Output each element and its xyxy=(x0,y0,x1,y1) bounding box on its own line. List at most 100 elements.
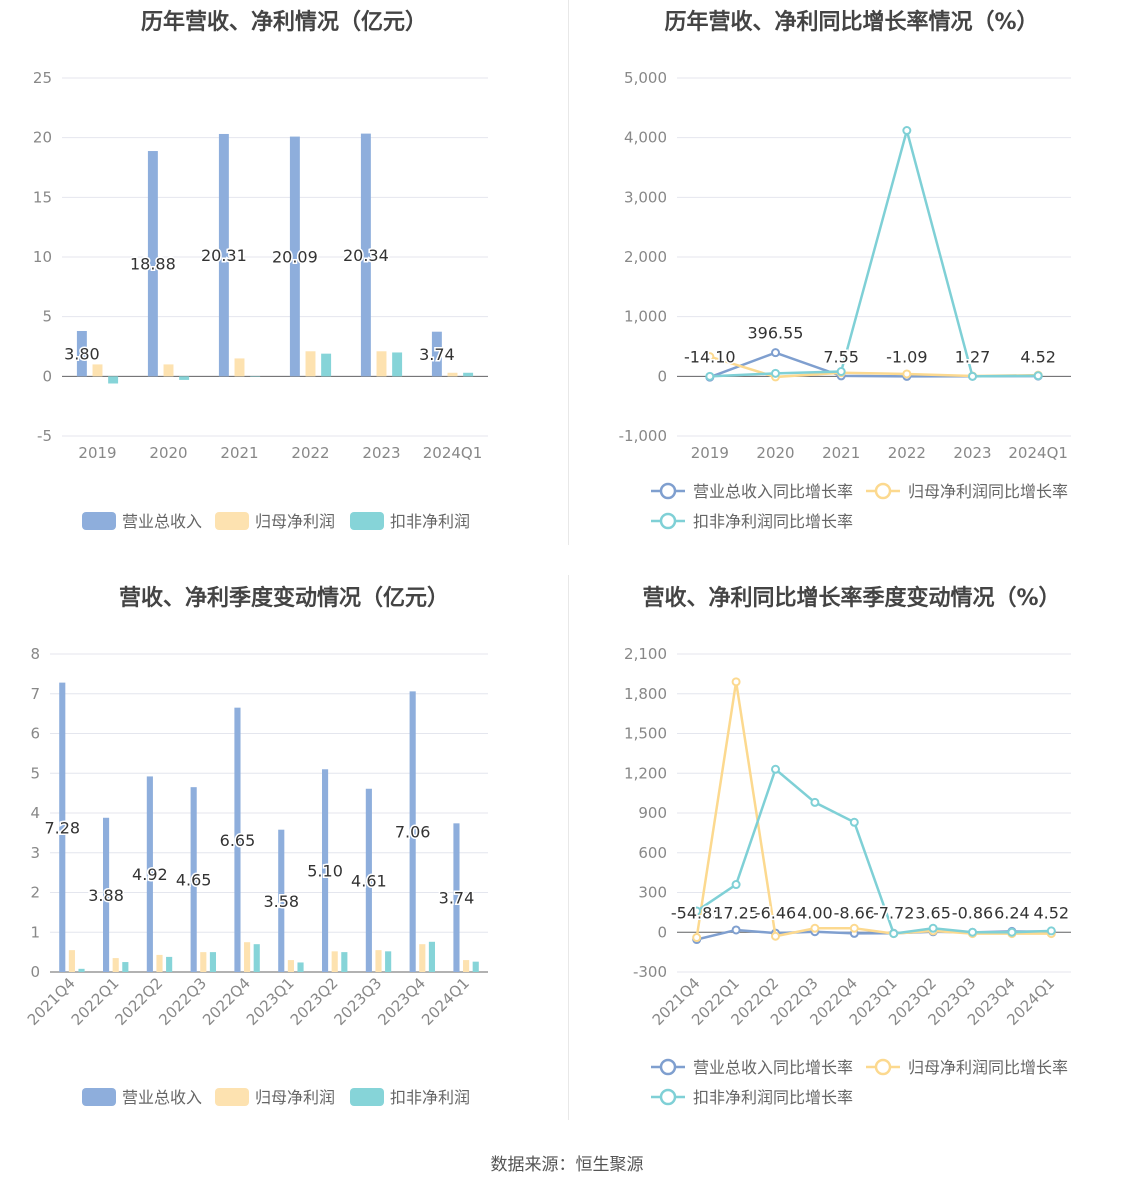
x-tick-label: 2023 xyxy=(362,444,400,462)
y-tick-label: 300 xyxy=(638,884,667,902)
legend-swatch-icon xyxy=(82,512,116,530)
series-point xyxy=(705,352,715,362)
bar-deducted xyxy=(463,372,474,377)
data-label: 6.65 xyxy=(220,831,256,850)
y-tick-label: 3 xyxy=(30,844,40,862)
x-tick-label: 2023Q3 xyxy=(331,974,386,1029)
data-label: 4.92 xyxy=(132,865,168,884)
bar-deducted xyxy=(108,376,119,384)
data-label: 396.55 xyxy=(748,324,804,343)
vertical-divider-top xyxy=(568,0,569,545)
data-label: 3.88 xyxy=(88,886,124,905)
bar-revenue xyxy=(190,787,197,972)
vertical-divider-bottom xyxy=(568,575,569,1120)
series-point xyxy=(902,126,912,136)
series-point xyxy=(902,369,912,379)
series-point xyxy=(849,923,859,933)
legend-label: 归母净利润 xyxy=(255,1088,335,1107)
bar-deducted xyxy=(472,961,479,972)
legend-label: 扣非净利润同比增长率 xyxy=(693,512,853,531)
y-tick-label: 2,100 xyxy=(624,645,667,663)
data-label: 20.34 xyxy=(343,246,389,265)
y-tick-label: -1,000 xyxy=(619,427,667,445)
series-point xyxy=(1033,371,1043,381)
y-tick-label: 1,200 xyxy=(624,764,667,782)
data-label: -54.85 xyxy=(671,903,723,922)
legend-label: 归母净利润同比增长率 xyxy=(908,1058,1068,1077)
bar-revenue xyxy=(76,330,87,377)
data-label: 4.52 xyxy=(1020,347,1056,366)
bar-net-profit xyxy=(163,364,174,377)
bar-revenue xyxy=(59,682,66,972)
y-tick-label: 5 xyxy=(30,764,40,782)
y-tick-label: 1,000 xyxy=(624,308,667,326)
y-tick-label: 25 xyxy=(33,69,52,87)
y-tick-label: 1 xyxy=(30,923,40,941)
data-label: 3.74 xyxy=(439,889,475,908)
x-tick-label: 2020 xyxy=(149,444,187,462)
legend-circle-icon xyxy=(874,482,892,500)
panel-quarterly-amount: 营收、净利季度变动情况（亿元） 8 7 6 5 4 3 2 1 0 2021Q4 2022Q1 202… xyxy=(0,576,568,1136)
y-tick-label: 2,000 xyxy=(624,248,667,266)
series-point xyxy=(771,368,780,378)
x-tick-label: 2019 xyxy=(78,444,116,462)
bar-revenue xyxy=(218,133,229,377)
data-label: -14.10 xyxy=(684,347,736,366)
series-line-net-profit xyxy=(695,681,1052,938)
y-tick-label: 5 xyxy=(42,308,52,326)
legend-label: 归母净利润同比增长率 xyxy=(908,482,1068,501)
bar-deducted xyxy=(78,968,85,972)
legend-label: 归母净利润 xyxy=(255,512,335,531)
y-tick-label: 4 xyxy=(30,804,40,822)
y-tick-label: 7 xyxy=(30,685,40,703)
y-tick-label: -300 xyxy=(633,963,667,981)
series-point xyxy=(849,817,859,827)
data-label: 1.27 xyxy=(955,347,991,366)
legend-swatch-icon xyxy=(215,1088,249,1106)
legend-label: 扣非净利润同比增长率 xyxy=(693,1088,853,1107)
bar-net-profit xyxy=(244,942,251,972)
y-tick-label: 10 xyxy=(33,248,52,266)
chart-title: 营收、净利季度变动情况（亿元） xyxy=(118,586,449,611)
data-label: 3.80 xyxy=(64,345,100,364)
y-tick-label: 0 xyxy=(42,367,52,385)
series-point xyxy=(705,371,715,381)
bar-revenue xyxy=(409,691,416,972)
bar-net-profit xyxy=(68,950,75,972)
legend-swatch-icon xyxy=(350,512,384,530)
legend-circle-icon xyxy=(659,1058,677,1076)
x-tick-label: 2024Q1 xyxy=(423,444,483,462)
series-line-deducted xyxy=(709,125,1039,378)
data-label: 4.52 xyxy=(1033,903,1069,922)
x-tick-label: 2021 xyxy=(220,444,258,462)
legend-label: 扣非净利润 xyxy=(390,1088,470,1107)
legend-label: 营业总收入 xyxy=(122,1088,202,1107)
bar-deducted xyxy=(428,941,436,972)
data-label: 5.10 xyxy=(307,862,343,881)
series-point xyxy=(692,933,702,943)
y-tick-label: 5,000 xyxy=(624,69,667,87)
bar-net-profit xyxy=(200,952,207,972)
series-point xyxy=(731,925,741,935)
legend-swatch-icon xyxy=(215,512,249,530)
y-tick-label: 6 xyxy=(30,725,40,743)
data-label: -6.46 xyxy=(755,903,796,922)
data-label: -0.86 xyxy=(952,903,993,922)
y-tick-label: 20 xyxy=(33,129,52,147)
series-point xyxy=(889,929,899,939)
legend-label: 营业总收入 xyxy=(122,512,202,531)
data-label: 4.65 xyxy=(176,871,212,890)
bar-net-profit xyxy=(287,960,294,972)
data-label: 3.58 xyxy=(263,892,299,911)
bar-net-profit xyxy=(112,958,119,972)
bar-deducted xyxy=(209,952,217,972)
x-tick-label: 2019 xyxy=(691,444,729,462)
bar-deducted xyxy=(385,951,392,972)
bar-deducted xyxy=(179,376,190,380)
x-tick-label: 2021Q4 xyxy=(24,974,79,1029)
bar-deducted xyxy=(341,952,348,972)
bar-revenue xyxy=(453,823,460,972)
series-point xyxy=(810,797,820,807)
bar-net-profit xyxy=(156,954,163,972)
data-label: 6.24 xyxy=(994,903,1030,922)
